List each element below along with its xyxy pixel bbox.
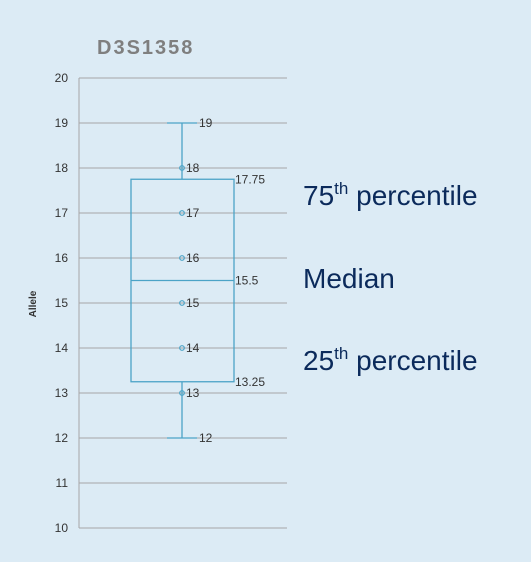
box-stat-label: 19	[199, 116, 213, 130]
y-tick-label: 18	[55, 161, 69, 175]
box-stat-label: 15.5	[235, 274, 259, 288]
chart-title: D3S1358	[97, 37, 194, 59]
data-point	[179, 300, 185, 306]
y-tick-label: 16	[55, 251, 69, 265]
data-point-label: 14	[186, 341, 200, 355]
data-points: 18 17 16 15 14 13	[179, 161, 200, 400]
annotation-25-text: percentile	[348, 345, 478, 376]
annotation-25th-percentile: 25th percentile	[303, 345, 478, 377]
y-tick-label: 17	[55, 206, 69, 220]
data-point-label: 15	[186, 296, 200, 310]
annotation-median: Median	[303, 263, 395, 295]
annotation-25-number: 25	[303, 345, 335, 376]
y-tick-label: 12	[55, 431, 69, 445]
annotation-75-text: percentile	[348, 180, 478, 211]
annotation-75th-percentile: 75th percentile	[303, 180, 478, 212]
y-tick-label: 19	[55, 116, 69, 130]
y-axis	[78, 78, 287, 529]
data-point	[179, 255, 185, 261]
data-point	[179, 165, 185, 171]
data-point	[179, 210, 185, 216]
box-stat-label: 13.25	[235, 375, 265, 389]
y-tick-label: 15	[55, 296, 69, 310]
box-labels: 19 17.75 15.5 13.25 12	[199, 116, 265, 445]
data-point-label: 18	[186, 161, 200, 175]
annotation-75-number: 75	[303, 180, 335, 211]
data-point	[179, 390, 185, 396]
y-axis-label: Allele	[28, 290, 39, 317]
y-tick-label: 20	[55, 71, 69, 85]
annotation-median-text: Median	[303, 263, 395, 294]
annotation-25-suffix: th	[334, 344, 349, 363]
y-tick-label: 13	[55, 386, 69, 400]
data-point-label: 13	[186, 386, 200, 400]
annotation-75-suffix: th	[334, 179, 349, 198]
data-point-label: 17	[186, 206, 200, 220]
y-tick-label: 10	[55, 521, 69, 535]
y-tick-label: 14	[55, 341, 69, 355]
box-stat-label: 17.75	[235, 172, 265, 186]
y-axis-ticks: 20 19 18 17 16 15 14 13 12 11 10	[55, 71, 69, 535]
data-point	[179, 345, 185, 351]
data-point-label: 16	[186, 251, 200, 265]
box-stat-label: 12	[199, 431, 213, 445]
y-tick-label: 11	[56, 476, 69, 490]
